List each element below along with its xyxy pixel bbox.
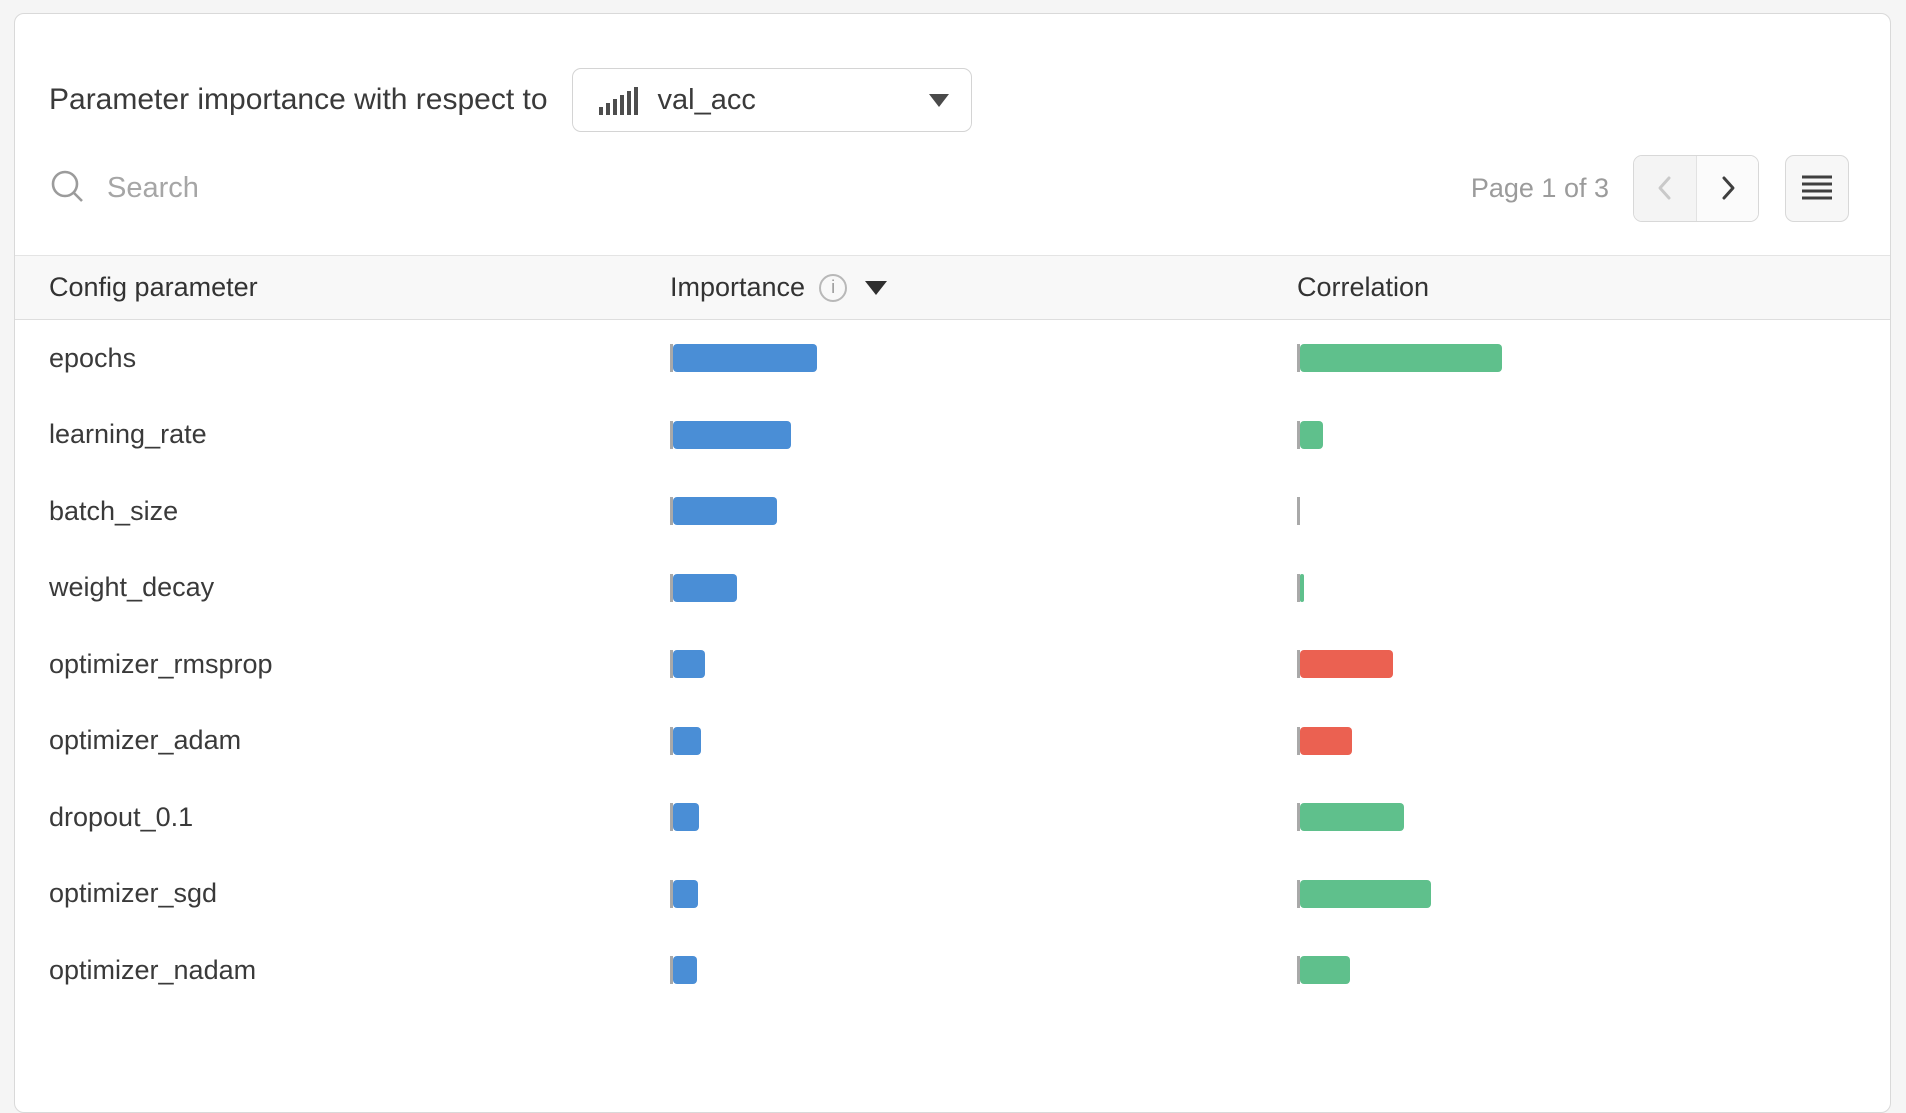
parameter-name: epochs [49, 342, 137, 373]
correlation-cell [1297, 650, 1890, 679]
panel-header: Parameter importance with respect to val… [15, 68, 1890, 132]
parameter-name: optimizer_rmsprop [49, 648, 273, 679]
importance-bar [673, 726, 701, 755]
correlation-cell [1297, 879, 1890, 908]
parameter-name: weight_decay [49, 572, 215, 603]
info-icon[interactable]: i [819, 273, 848, 302]
table-options-button[interactable] [1785, 154, 1849, 222]
importance-baseline [670, 344, 673, 373]
importance-cell [670, 573, 1297, 602]
table-row[interactable]: optimizer_sgd [15, 856, 1890, 933]
metric-selector[interactable]: val_acc [571, 68, 972, 132]
correlation-baseline [1297, 803, 1300, 832]
table-row[interactable]: optimizer_nadam [15, 932, 1890, 1009]
importance-baseline [670, 497, 673, 526]
chevron-left-icon [1658, 176, 1671, 200]
correlation-baseline [1297, 420, 1300, 449]
correlation-baseline [1297, 879, 1300, 908]
table-row[interactable]: batch_size [15, 473, 1890, 550]
correlation-baseline [1297, 573, 1300, 602]
correlation-baseline [1297, 344, 1300, 373]
importance-bar [673, 803, 699, 832]
search-box[interactable] [49, 169, 1471, 207]
search-input[interactable] [107, 171, 707, 205]
importance-bar [673, 879, 698, 908]
parameter-name: dropout_0.1 [49, 801, 194, 832]
column-header-importance[interactable]: Importance i [670, 272, 1297, 303]
correlation-bar [1300, 803, 1404, 832]
importance-cell [670, 420, 1297, 449]
table-row[interactable]: dropout_0.1 [15, 779, 1890, 856]
correlation-bar [1300, 650, 1393, 679]
importance-bar [673, 956, 697, 985]
panel-title: Parameter importance with respect to [49, 83, 548, 116]
importance-baseline [670, 420, 673, 449]
importance-cell [670, 803, 1297, 832]
correlation-baseline [1297, 497, 1300, 526]
importance-baseline [670, 879, 673, 908]
correlation-bar [1300, 573, 1304, 602]
correlation-cell [1297, 803, 1890, 832]
table-row[interactable]: optimizer_rmsprop [15, 626, 1890, 703]
importance-baseline [670, 803, 673, 832]
prev-page-button[interactable] [1634, 155, 1696, 221]
sort-descending-icon[interactable] [865, 280, 888, 295]
correlation-cell [1297, 420, 1890, 449]
metric-selector-value: val_acc [657, 83, 756, 116]
importance-cell [670, 726, 1297, 755]
importance-cell [670, 650, 1297, 679]
importance-bar [673, 344, 817, 373]
column-header-correlation[interactable]: Correlation [1297, 272, 1430, 302]
parameter-name: batch_size [49, 495, 179, 526]
chevron-down-icon [928, 93, 949, 107]
importance-cell [670, 879, 1297, 908]
table-header: Config parameter Importance i Correlatio… [15, 255, 1890, 320]
importance-baseline [670, 956, 673, 985]
correlation-cell [1297, 956, 1890, 985]
parameter-name: learning_rate [49, 419, 207, 450]
page-indicator: Page 1 of 3 [1470, 172, 1609, 203]
importance-bar [673, 420, 791, 449]
parameter-importance-panel: Parameter importance with respect to val… [14, 13, 1891, 1113]
toolbar: Page 1 of 3 [15, 154, 1890, 222]
importance-bar [673, 650, 705, 679]
correlation-baseline [1297, 650, 1300, 679]
importance-baseline [670, 650, 673, 679]
importance-cell [670, 956, 1297, 985]
correlation-cell [1297, 573, 1890, 602]
parameter-name: optimizer_nadam [49, 954, 257, 985]
table-row[interactable]: optimizer_adam [15, 703, 1890, 780]
correlation-bar [1300, 726, 1352, 755]
histogram-icon [598, 85, 638, 115]
table-row[interactable]: epochs [15, 320, 1890, 397]
correlation-cell [1297, 726, 1890, 755]
correlation-bar [1300, 344, 1502, 373]
column-header-config-parameter[interactable]: Config parameter [49, 272, 258, 302]
importance-bar [673, 497, 777, 526]
importance-bar [673, 573, 737, 602]
table-body: epochs learning_rate batch_size [15, 320, 1890, 1009]
correlation-cell [1297, 497, 1890, 526]
parameter-name: optimizer_sgd [49, 878, 218, 909]
importance-cell [670, 497, 1297, 526]
parameter-name: optimizer_adam [49, 725, 242, 756]
chevron-right-icon [1722, 176, 1734, 200]
table-row[interactable]: weight_decay [15, 550, 1890, 627]
correlation-cell [1297, 344, 1890, 373]
importance-baseline [670, 726, 673, 755]
importance-cell [670, 344, 1297, 373]
correlation-baseline [1297, 956, 1300, 985]
search-icon [51, 170, 83, 202]
correlation-bar [1300, 956, 1350, 985]
pager-group [1633, 154, 1759, 222]
importance-baseline [670, 573, 673, 602]
next-page-button[interactable] [1696, 155, 1758, 221]
correlation-bar [1300, 879, 1431, 908]
correlation-baseline [1297, 726, 1300, 755]
table-row[interactable]: learning_rate [15, 397, 1890, 474]
correlation-bar [1300, 420, 1323, 449]
list-icon [1802, 175, 1832, 200]
